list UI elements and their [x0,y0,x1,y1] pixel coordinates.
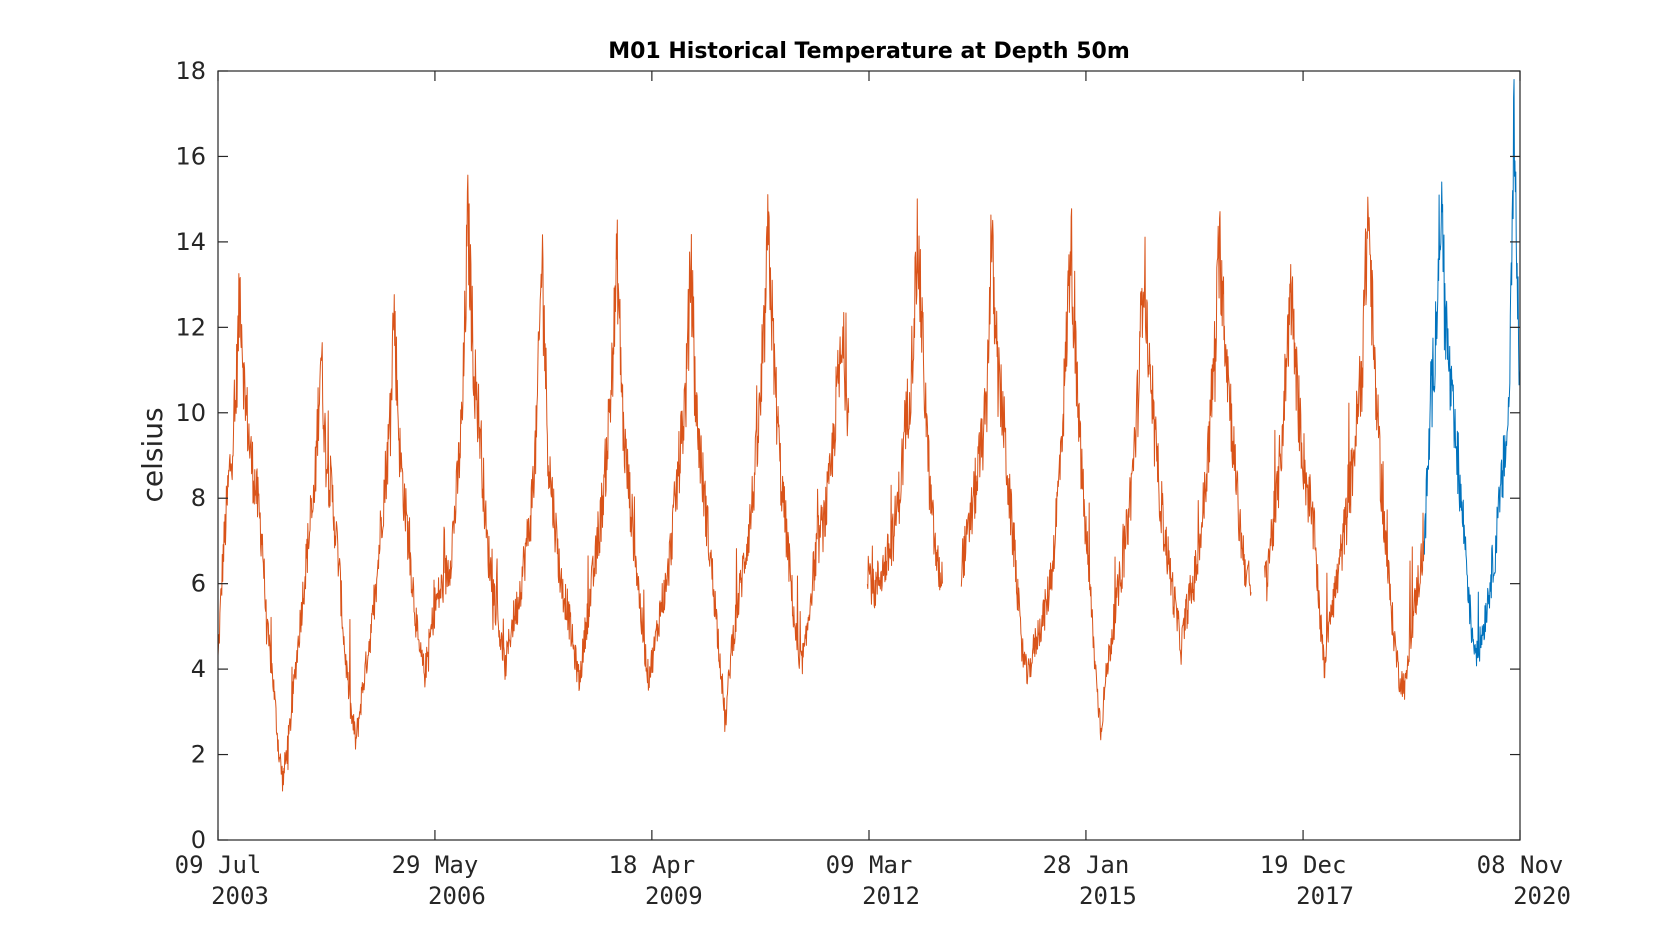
y-tick-label: 4 [191,655,206,683]
y-tick-label: 18 [175,57,206,85]
y-axis: 0 2 4 6 8 10 12 14 16 18 [175,57,1520,854]
x-tick-label-date: 08 Nov [1477,851,1564,879]
x-tick-label-year: 2006 [428,882,486,910]
x-tick-label-date: 29 May [392,851,479,879]
chart-title: M01 Historical Temperature at Depth 50m [608,39,1130,64]
y-tick-label: 12 [175,313,206,341]
x-tick-label-date: 19 Dec [1260,851,1347,879]
plot-area [218,71,1520,840]
y-tick-label: 14 [175,228,206,256]
y-tick-label: 10 [175,399,206,427]
x-tick-label-year: 2017 [1296,882,1354,910]
series-line-1-segment-0 [1423,79,1521,667]
x-tick-label-year: 2020 [1513,882,1571,910]
series-line-0-segment-1 [866,198,943,609]
series-line-0-segment-2 [960,208,1252,741]
x-tick-label-year: 2003 [211,882,269,910]
x-tick-label-date: 28 Jan [1043,851,1130,879]
x-tick-label-year: 2015 [1079,882,1137,910]
y-tick-label: 2 [191,741,206,769]
series-layer [217,79,1521,792]
x-tick-label-date: 09 Mar [826,851,913,879]
y-tick-label: 0 [191,826,206,854]
x-tick-label-date: 09 Jul [175,851,262,879]
y-axis-label: celsius [136,407,169,502]
y-tick-label: 16 [175,142,206,170]
x-tick-label-date: 18 Apr [609,851,696,879]
x-tick-label-year: 2012 [862,882,920,910]
x-tick-label-year: 2009 [645,882,703,910]
y-tick-label: 8 [191,484,206,512]
series-line-0-segment-3 [1264,196,1425,700]
series-line-0-segment-0 [217,174,850,792]
y-tick-label: 6 [191,570,206,598]
plot-frame [217,70,1521,841]
